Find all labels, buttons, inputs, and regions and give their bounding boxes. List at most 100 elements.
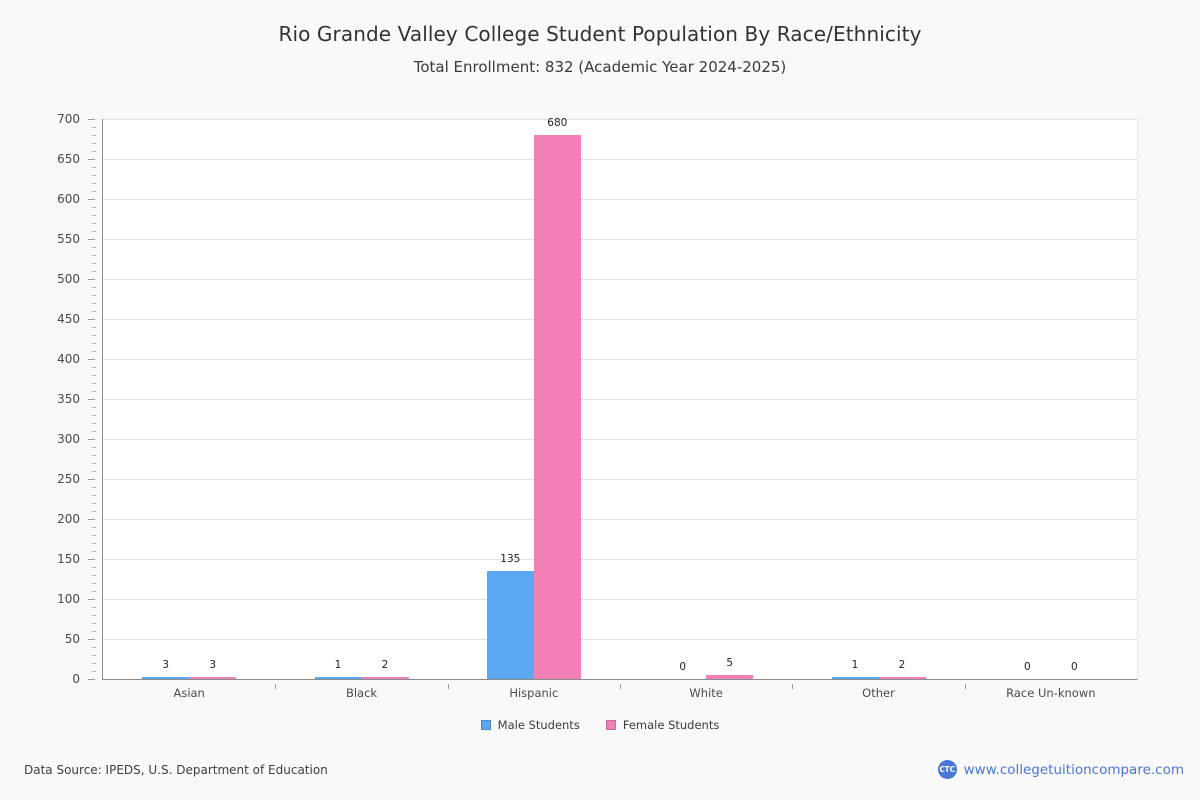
y-axis-minor-tick xyxy=(92,391,96,392)
y-axis-tick-label: 200 xyxy=(57,512,80,526)
y-axis-minor-tick xyxy=(92,535,96,536)
y-axis-minor-tick xyxy=(92,223,96,224)
x-axis-tick-mark xyxy=(792,684,794,689)
bar-male[interactable] xyxy=(831,677,879,679)
y-axis-minor-tick xyxy=(92,455,96,456)
y-axis-tick-mark xyxy=(88,479,95,480)
chart-footer: Data Source: IPEDS, U.S. Department of E… xyxy=(0,758,1200,788)
brand-link[interactable]: CTC www.collegetuitioncompare.com xyxy=(937,760,1184,779)
bar-female[interactable] xyxy=(533,135,581,679)
y-axis-tick-label: 600 xyxy=(57,192,80,206)
gridline xyxy=(103,479,1137,480)
y-axis-minor-tick xyxy=(92,583,96,584)
y-axis-minor-tick xyxy=(92,231,96,232)
plot-area xyxy=(102,119,1138,680)
y-axis-minor-tick xyxy=(92,471,96,472)
x-axis-tick-label: White xyxy=(689,686,723,700)
x-axis-tick-label: Other xyxy=(862,686,895,700)
bar-male[interactable] xyxy=(486,571,534,679)
gridline xyxy=(103,279,1137,280)
x-axis-tick-label: Hispanic xyxy=(509,686,559,700)
y-axis-minor-tick xyxy=(92,567,96,568)
y-axis-tick-mark xyxy=(88,199,95,200)
bar-female[interactable] xyxy=(361,677,409,679)
gridline xyxy=(103,239,1137,240)
y-axis-minor-tick xyxy=(92,151,96,152)
y-axis-minor-tick xyxy=(92,367,96,368)
bar-value-label: 5 xyxy=(726,657,733,669)
y-axis-minor-tick xyxy=(92,447,96,448)
bar-value-label: 3 xyxy=(162,658,169,671)
y-axis-tick-label: 0 xyxy=(72,672,80,686)
y-axis-tick-mark xyxy=(88,559,95,560)
bar-male[interactable] xyxy=(142,676,190,679)
y-axis-minor-tick xyxy=(92,543,96,544)
y-axis-tick-mark xyxy=(88,519,95,520)
y-axis-minor-tick xyxy=(92,303,96,304)
x-axis-tick-label: Black xyxy=(345,686,378,700)
chart-title: Rio Grande Valley College Student Popula… xyxy=(278,22,922,46)
bar-value-label: 0 xyxy=(1070,661,1078,673)
chart-subtitle: Total Enrollment: 832 (Academic Year 202… xyxy=(413,58,787,76)
bar-female[interactable] xyxy=(189,676,237,679)
y-axis-minor-tick xyxy=(92,135,96,136)
gridline xyxy=(103,519,1137,520)
y-axis-minor-tick xyxy=(92,263,96,264)
y-axis-minor-tick xyxy=(92,503,96,504)
y-axis-minor-tick xyxy=(92,671,96,672)
y-axis-tick-mark xyxy=(88,679,95,680)
y-axis-minor-tick xyxy=(92,295,96,296)
y-axis-tick-mark xyxy=(88,439,95,440)
y-axis-minor-tick xyxy=(92,615,96,616)
y-axis-tick-mark xyxy=(88,159,95,160)
legend-label: Female Students xyxy=(622,718,720,732)
gridline xyxy=(103,319,1137,320)
y-axis-tick-label: 700 xyxy=(57,112,80,126)
y-axis: 0 50 100 150 200 250 300 350 400 450 500 550 600 650 7… xyxy=(0,112,96,686)
gridline xyxy=(103,639,1137,640)
bar-value-label: 2 xyxy=(381,659,389,671)
gridline xyxy=(103,399,1137,400)
y-axis-tick-mark xyxy=(88,279,95,280)
y-axis-tick-label: 500 xyxy=(57,272,80,286)
y-axis-minor-tick xyxy=(92,463,96,464)
bar-male[interactable] xyxy=(314,677,362,679)
bar-group: 135 680 xyxy=(486,117,581,679)
bar-female[interactable] xyxy=(706,675,754,679)
legend-item-female[interactable]: Female Students xyxy=(605,718,720,732)
gridline xyxy=(103,359,1137,360)
legend-swatch-male xyxy=(480,720,491,730)
legend-label: Male Students xyxy=(497,718,580,732)
y-axis-minor-tick xyxy=(92,351,96,352)
y-axis-minor-tick xyxy=(92,167,96,168)
gridline xyxy=(103,119,1137,120)
y-axis-minor-tick xyxy=(92,591,96,592)
y-axis-minor-tick xyxy=(92,527,96,528)
legend-swatch-female xyxy=(605,720,616,730)
y-axis-tick-label: 150 xyxy=(57,552,80,566)
y-axis-minor-tick xyxy=(92,175,96,176)
y-axis-tick-mark xyxy=(88,599,95,600)
y-axis-minor-tick xyxy=(92,143,96,144)
bars-layer: 3 3 1 2 135 680 0 5 1 2 0 0 xyxy=(103,117,1136,679)
y-axis-tick-label: 650 xyxy=(57,152,80,166)
y-axis-tick-mark xyxy=(88,319,95,320)
bar-female[interactable] xyxy=(878,677,926,679)
chart-legend: Male Students Female Students xyxy=(0,718,1200,732)
legend-item-male[interactable]: Male Students xyxy=(480,718,580,732)
y-axis-tick-label: 350 xyxy=(57,392,80,406)
y-axis-minor-tick xyxy=(92,487,96,488)
y-axis-minor-tick xyxy=(92,407,96,408)
gridline xyxy=(103,159,1137,160)
y-axis-minor-tick xyxy=(92,247,96,248)
y-axis-minor-tick xyxy=(92,415,96,416)
y-axis-minor-tick xyxy=(92,287,96,288)
x-axis-tick-label: Race Un-known xyxy=(1006,686,1096,700)
bar-value-label: 0 xyxy=(1023,661,1031,673)
y-axis-tick-label: 300 xyxy=(57,432,80,446)
y-axis-tick-label: 100 xyxy=(57,592,80,606)
y-axis-tick-label: 250 xyxy=(57,472,80,486)
